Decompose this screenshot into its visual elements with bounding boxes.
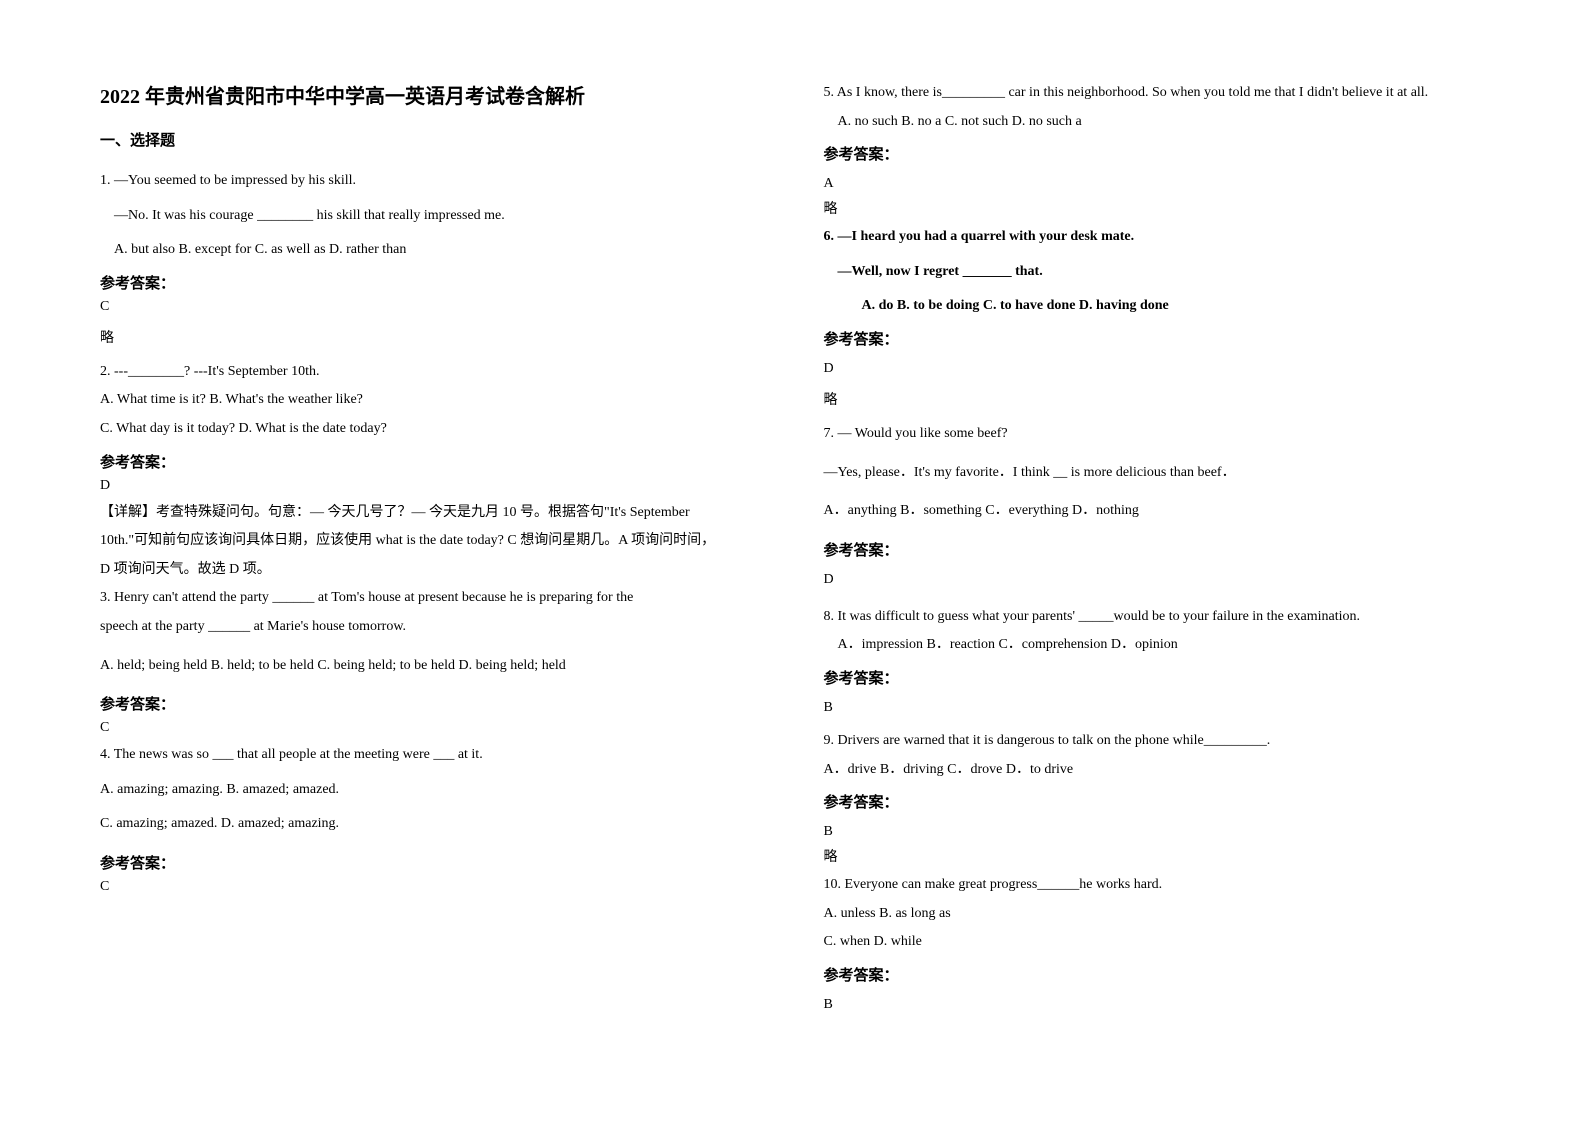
left-column: 2022 年贵州省贵阳市中华中学高一英语月考试卷含解析 一、选择题 1. —Yo… <box>100 80 764 1082</box>
q5-answer: A <box>824 176 1488 192</box>
q6-answer: D <box>824 361 1488 377</box>
q1-answer: C <box>100 299 764 315</box>
q2-exp1: 【详解】考查特殊疑问句。句意：— 今天几号了？— 今天是九月 10 号。根据答句… <box>100 500 764 527</box>
answer-label: 参考答案： <box>100 272 764 293</box>
q5-note: 略 <box>824 198 1488 218</box>
q7-answer: D <box>824 572 1488 588</box>
q2-line3: C. What day is it today? D. What is the … <box>100 416 764 443</box>
q9-answer: B <box>824 824 1488 840</box>
q7-line1: 7. — Would you like some beef? <box>824 421 1488 448</box>
q3-line1: 3. Henry can't attend the party ______ a… <box>100 585 764 612</box>
answer-label: 参考答案： <box>824 328 1488 349</box>
q3-options: A. held; being held B. held; to be held … <box>100 653 764 680</box>
answer-label: 参考答案： <box>100 852 764 873</box>
section-heading: 一、选择题 <box>100 129 764 150</box>
q1-note: 略 <box>100 327 764 347</box>
answer-label: 参考答案： <box>100 451 764 472</box>
right-column: 5. As I know, there is_________ car in t… <box>824 80 1488 1082</box>
q1-line1: 1. —You seemed to be impressed by his sk… <box>100 168 764 195</box>
q10-optsC: C. when D. while <box>824 929 1488 956</box>
answer-label: 参考答案： <box>824 791 1488 812</box>
q4-optsA: A. amazing; amazing. B. amazed; amazed. <box>100 777 764 804</box>
answer-label: 参考答案： <box>824 143 1488 164</box>
q1-options: A. but also B. except for C. as well as … <box>100 237 764 264</box>
q6-line1: 6. —I heard you had a quarrel with your … <box>824 224 1488 251</box>
answer-label: 参考答案： <box>824 964 1488 985</box>
q2-line1: 2. ---________? ---It's September 10th. <box>100 359 764 386</box>
q10-optsA: A. unless B. as long as <box>824 901 1488 928</box>
answer-label: 参考答案： <box>824 539 1488 560</box>
q6-line2: —Well, now I regret _______ that. <box>824 259 1488 286</box>
q10-answer: B <box>824 997 1488 1013</box>
q8-answer: B <box>824 700 1488 716</box>
q4-answer: C <box>100 879 764 895</box>
q2-exp2: 10th."可知前句应该询问具体日期，应该使用 what is the date… <box>100 528 764 555</box>
q2-line2: A. What time is it? B. What's the weathe… <box>100 387 764 414</box>
q8-line1: 8. It was difficult to guess what your p… <box>824 604 1488 631</box>
answer-label: 参考答案： <box>824 667 1488 688</box>
q9-options: A．drive B．driving C．drove D．to drive <box>824 757 1488 784</box>
q4-line1: 4. The news was so ___ that all people a… <box>100 742 764 769</box>
q10-line1: 10. Everyone can make great progress____… <box>824 872 1488 899</box>
q6-note: 略 <box>824 389 1488 409</box>
q3-line2: speech at the party ______ at Marie's ho… <box>100 614 764 641</box>
q6-options: A. do B. to be doing C. to have done D. … <box>824 293 1488 320</box>
q2-answer: D <box>100 478 764 494</box>
q4-optsC: C. amazing; amazed. D. amazed; amazing. <box>100 811 764 838</box>
q7-line2: —Yes, please．It's my favorite．I think __… <box>824 460 1488 487</box>
q9-line1: 9. Drivers are warned that it is dangero… <box>824 728 1488 755</box>
q1-line2: —No. It was his courage ________ his ski… <box>100 203 764 230</box>
q9-note: 略 <box>824 846 1488 866</box>
page-title: 2022 年贵州省贵阳市中华中学高一英语月考试卷含解析 <box>100 80 764 109</box>
answer-label: 参考答案： <box>100 693 764 714</box>
q5-options: A. no such B. no a C. not such D. no suc… <box>824 109 1488 136</box>
q2-exp3: D 项询问天气。故选 D 项。 <box>100 557 764 584</box>
q8-options: A．impression B．reaction C．comprehension … <box>824 632 1488 659</box>
q5-line1: 5. As I know, there is_________ car in t… <box>824 80 1488 107</box>
q3-answer: C <box>100 720 764 736</box>
q7-options: A．anything B．something C．everything D．no… <box>824 498 1488 525</box>
